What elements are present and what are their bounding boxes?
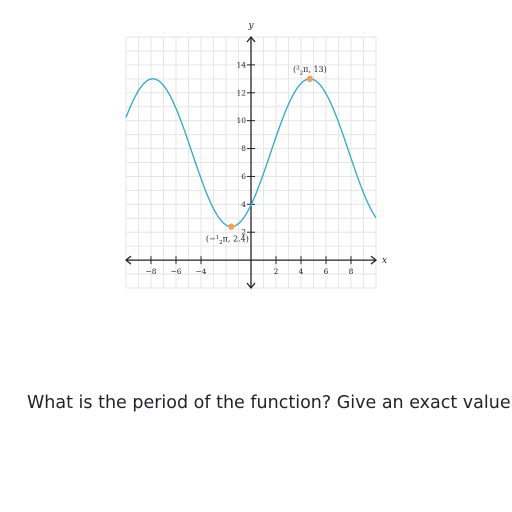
axes [124,35,378,290]
y-tick-label: 10 [236,116,246,125]
y-axis-label: y [247,21,254,31]
y-tick-label: 6 [241,172,246,181]
marked-point [228,223,235,230]
y-tick-label: 14 [236,60,246,69]
x-tick-label: 8 [349,267,354,276]
y-tick-label: 8 [241,144,246,153]
point-label: (32π, 13) [293,65,327,77]
function-graph: x y −8 −6 −4 2 4 6 8 2 4 6 8 10 12 14 (−12π, 2.4) (32π, … [124,21,387,290]
marked-points: (−12π, 2.4) (32π, 13) [206,65,327,246]
marked-point [306,75,314,83]
x-tick-label: −8 [145,267,156,276]
x-axis-arrow-right [370,255,378,265]
y-axis-arrow-down [246,282,256,290]
x-axis-arrow-left [124,255,132,265]
x-tick-label: 6 [324,267,329,276]
point-label: (−12π, 2.4) [206,235,249,247]
x-tick-label: −6 [170,267,181,276]
y-tick-label: 12 [236,88,246,97]
tick-labels: x y −8 −6 −4 2 4 6 8 2 4 6 8 10 12 14 [145,21,387,276]
question-text: What is the period of the function? Give… [27,393,512,413]
x-tick-label: −4 [195,267,206,276]
x-axis-label: x [382,256,387,266]
y-axis-arrow-up [246,35,256,43]
y-tick-label: 4 [241,200,246,209]
y-tick-label: 2 [241,228,246,237]
tick-marks [150,64,352,265]
sinusoid-curve [125,78,377,228]
curve-layer [125,78,377,228]
x-tick-label: 2 [274,267,279,276]
x-tick-label: 4 [299,267,304,276]
